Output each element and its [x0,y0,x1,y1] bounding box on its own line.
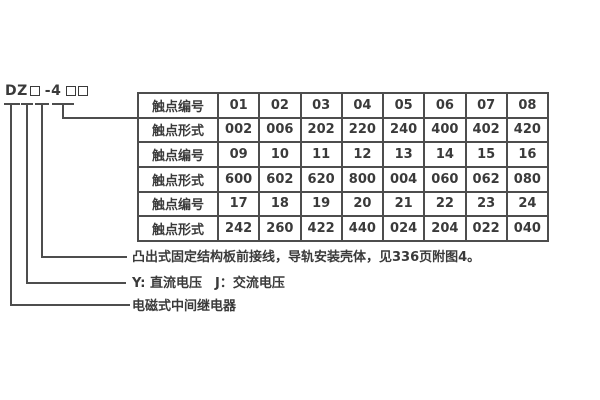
contact-number-cell: 02 [258,92,302,119]
contact-number-cell: 08 [505,92,550,119]
model-infix: -4 [44,83,62,99]
contact-number-cell: 05 [381,92,426,119]
contact-form-cell: 080 [505,165,550,193]
contact-number-cell: 12 [340,141,385,168]
table-row: 触点形式 242 260 422 440 024 204 022 040 [137,215,550,242]
connector-vertical-contact-table [62,103,64,119]
contact-form-cell: 600 [216,165,261,193]
table-row: 触点编号 01 02 03 04 05 06 07 08 [137,92,550,119]
contact-form-cell: 420 [505,116,550,144]
model-prefix: DZ [5,83,28,99]
connector-horizontal-contact-table [62,117,138,119]
contact-number-cell: 20 [340,190,385,218]
contact-form-cell: 024 [381,215,426,242]
callout-mounting-text: 凸出式固定结构板前接线，导轨安装壳体，见336页附图4。 [132,250,481,265]
contact-form-cell: 204 [423,215,467,242]
table-row: 触点形式 600 602 620 800 004 060 062 080 [137,165,550,193]
contact-form-cell: 422 [299,215,343,242]
model-placeholder-box-contact-2 [78,86,89,96]
contact-form-cell: 220 [340,116,385,144]
model-designation: DZ -4 [5,83,89,99]
contact-form-cell: 602 [258,165,302,193]
contact-form-cell: 060 [423,165,467,193]
contact-number-cell: 14 [423,141,467,168]
contact-form-cell: 202 [299,116,343,144]
contact-form-cell: 006 [258,116,302,144]
contact-form-cell: 440 [340,215,385,242]
contact-number-cell: 04 [340,92,385,119]
contact-number-cell: 07 [464,92,508,119]
contact-form-cell: 402 [464,116,508,144]
contact-number-cell: 19 [299,190,343,218]
model-placeholder-box-contact-1 [66,86,77,96]
row-label: 触点形式 [137,165,219,193]
table-row: 触点形式 002 006 202 220 240 400 402 420 [137,116,550,144]
contact-number-cell: 10 [258,141,302,168]
contact-number-cell: 01 [216,92,261,119]
callout-voltage-text: Y: 直流电压 J：交流电压 [132,276,285,291]
contact-number-cell: 17 [216,190,261,218]
contact-number-cell: 03 [299,92,343,119]
contact-number-cell: 11 [299,141,343,168]
contact-form-cell: 260 [258,215,302,242]
contact-form-cell: 240 [381,116,426,144]
contact-form-cell: 620 [299,165,343,193]
contact-number-cell: 09 [216,141,261,168]
contact-form-cell: 002 [216,116,261,144]
contact-number-cell: 23 [464,190,508,218]
contact-number-cell: 18 [258,190,302,218]
contact-number-cell: 06 [423,92,467,119]
contact-number-cell: 21 [381,190,426,218]
contact-form-cell: 004 [381,165,426,193]
connector-vertical-voltage [26,103,28,284]
callout-relay-type-text: 电磁式中间继电器 [132,299,237,314]
row-label: 触点编号 [137,190,219,218]
contact-number-cell: 15 [464,141,508,168]
contact-code-table: 触点编号 01 02 03 04 05 06 07 08 触点形式 002 00… [137,92,550,242]
row-label: 触点编号 [137,92,219,119]
row-label: 触点形式 [137,116,219,144]
connector-horizontal-relay-type [10,304,130,306]
row-label: 触点形式 [137,215,219,242]
contact-form-cell: 242 [216,215,261,242]
underline-prefix [4,103,20,105]
connector-horizontal-mounting [41,256,127,258]
contact-number-cell: 13 [381,141,426,168]
connector-horizontal-voltage [26,282,126,284]
connector-vertical-mounting [41,103,43,258]
contact-number-cell: 16 [505,141,550,168]
table-row: 触点编号 09 10 11 12 13 14 15 16 [137,141,550,168]
contact-number-cell: 24 [505,190,550,218]
contact-form-cell: 040 [505,215,550,242]
contact-form-cell: 800 [340,165,385,193]
contact-form-cell: 062 [464,165,508,193]
contact-number-cell: 22 [423,190,467,218]
contact-form-cell: 400 [423,116,467,144]
connector-vertical-relay-type [10,103,12,306]
model-placeholder-box-voltage [29,86,40,96]
table-row: 触点编号 17 18 19 20 21 22 23 24 [137,190,550,218]
contact-form-cell: 022 [464,215,508,242]
row-label: 触点编号 [137,141,219,168]
